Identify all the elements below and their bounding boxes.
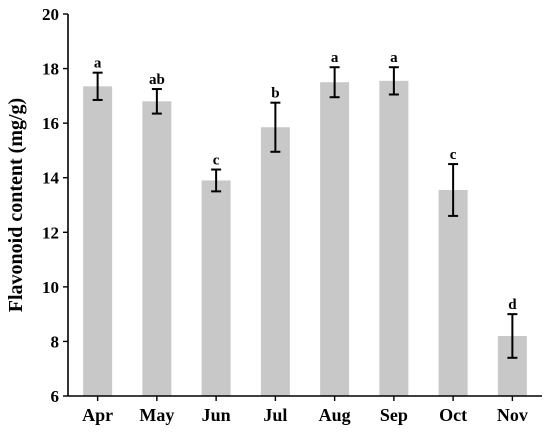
bar-may [142, 101, 172, 397]
x-tick-label-aug: Aug [319, 405, 351, 425]
x-tick-label-sep: Sep [380, 405, 408, 425]
x-labels-layer: Apr May Jun Jul Aug Sep Oct Nov [82, 396, 528, 425]
significance-label-oct: c [450, 147, 457, 163]
y-tick-label: 8 [51, 332, 60, 351]
y-tick-label: 6 [51, 387, 60, 406]
bar-aug [320, 82, 350, 396]
y-axis-label: Flavonoid content (mg/g) [5, 98, 27, 312]
bar-jun [201, 180, 231, 396]
axes-layer [67, 14, 542, 397]
significance-label-jun: c [213, 153, 220, 169]
y-tick-label: 12 [42, 223, 59, 242]
bar-sep [379, 80, 409, 396]
significance-label-nov: d [508, 297, 517, 313]
bar-apr [83, 86, 113, 397]
y-tick-label: 14 [42, 169, 60, 188]
significance-label-apr: a [94, 56, 102, 72]
error-bars-layer [92, 66, 518, 359]
y-tick-label: 16 [42, 114, 59, 133]
x-tick-label-jul: Jul [263, 405, 287, 425]
x-tick-label-oct: Oct [439, 405, 467, 425]
significance-label-aug: a [331, 50, 339, 66]
bar-jul [260, 127, 290, 396]
x-tick-label-jun: Jun [202, 405, 231, 425]
y-ticks-layer: 6 8 10 12 14 16 18 20 [42, 5, 68, 406]
significance-label-may: ab [149, 72, 165, 88]
bars-layer [83, 80, 527, 397]
bar-oct [438, 189, 468, 396]
significance-label-jul: b [271, 86, 279, 102]
y-tick-label: 10 [42, 278, 59, 297]
y-tick-label: 20 [42, 5, 59, 24]
x-tick-label-apr: Apr [82, 405, 113, 425]
significance-label-sep: a [390, 50, 398, 66]
significance-labels-layer: a ab c b a a c d [94, 50, 517, 313]
x-tick-label-nov: Nov [497, 405, 528, 425]
x-tick-label-may: May [139, 405, 174, 425]
y-tick-label: 18 [42, 60, 59, 79]
